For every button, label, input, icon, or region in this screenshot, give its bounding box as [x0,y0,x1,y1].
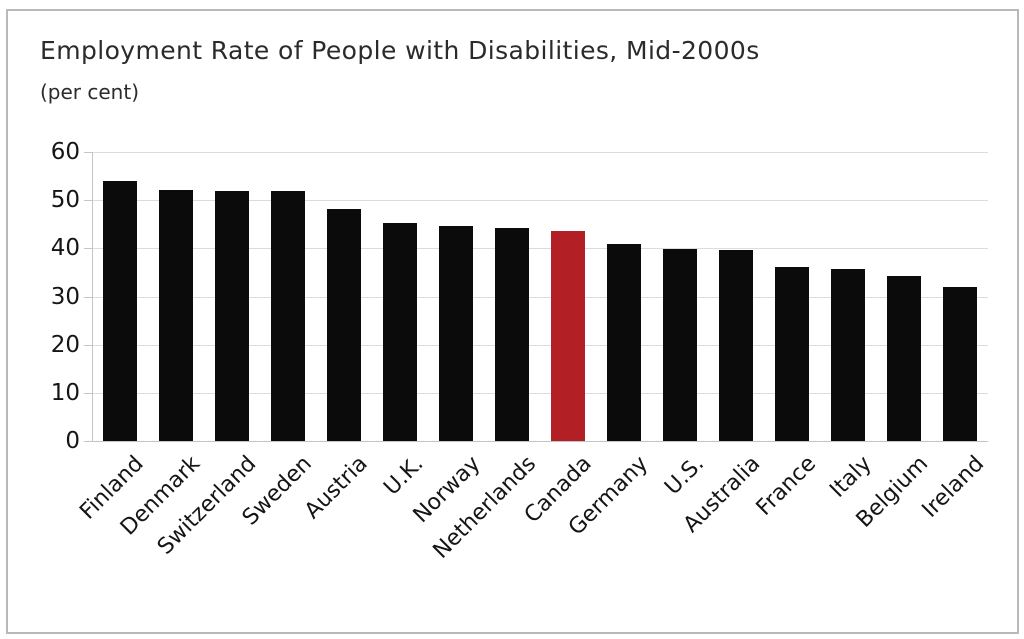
bar-france [775,267,809,441]
y-tick-label: 40 [50,235,80,261]
bar-germany [607,244,641,441]
y-tick-mark [84,248,92,249]
y-tick-label: 30 [50,284,80,310]
bar-ireland [943,287,977,441]
x-axis-line [92,441,988,442]
y-gridline [92,345,988,346]
bar-switzerland [215,191,249,441]
y-gridline [92,152,988,153]
y-gridline [92,393,988,394]
y-tick-mark [84,441,92,442]
y-tick-label: 50 [50,187,80,213]
bar-denmark [159,190,193,441]
y-tick-label: 60 [50,139,80,165]
y-gridline [92,297,988,298]
y-tick-mark [84,297,92,298]
y-gridline [92,200,988,201]
bar-belgium [887,276,921,441]
y-tick-mark [84,393,92,394]
bar-us [663,249,697,441]
y-tick-label: 20 [50,332,80,358]
y-tick-mark [84,200,92,201]
bar-finland [103,181,137,441]
y-axis-line [92,152,93,441]
bar-uk [383,223,417,441]
bar-sweden [271,191,305,441]
y-tick-mark [84,152,92,153]
y-tick-label: 10 [50,380,80,406]
chart-subtitle: (per cent) [40,80,140,104]
y-tick-mark [84,345,92,346]
y-tick-label: 0 [65,428,80,454]
bar-canada [551,231,585,441]
bar-italy [831,269,865,441]
bar-norway [439,226,473,441]
y-gridline [92,248,988,249]
chart-title: Employment Rate of People with Disabilit… [40,36,760,65]
bar-australia [719,250,753,441]
bar-netherlands [495,228,529,441]
bar-austria [327,209,361,441]
